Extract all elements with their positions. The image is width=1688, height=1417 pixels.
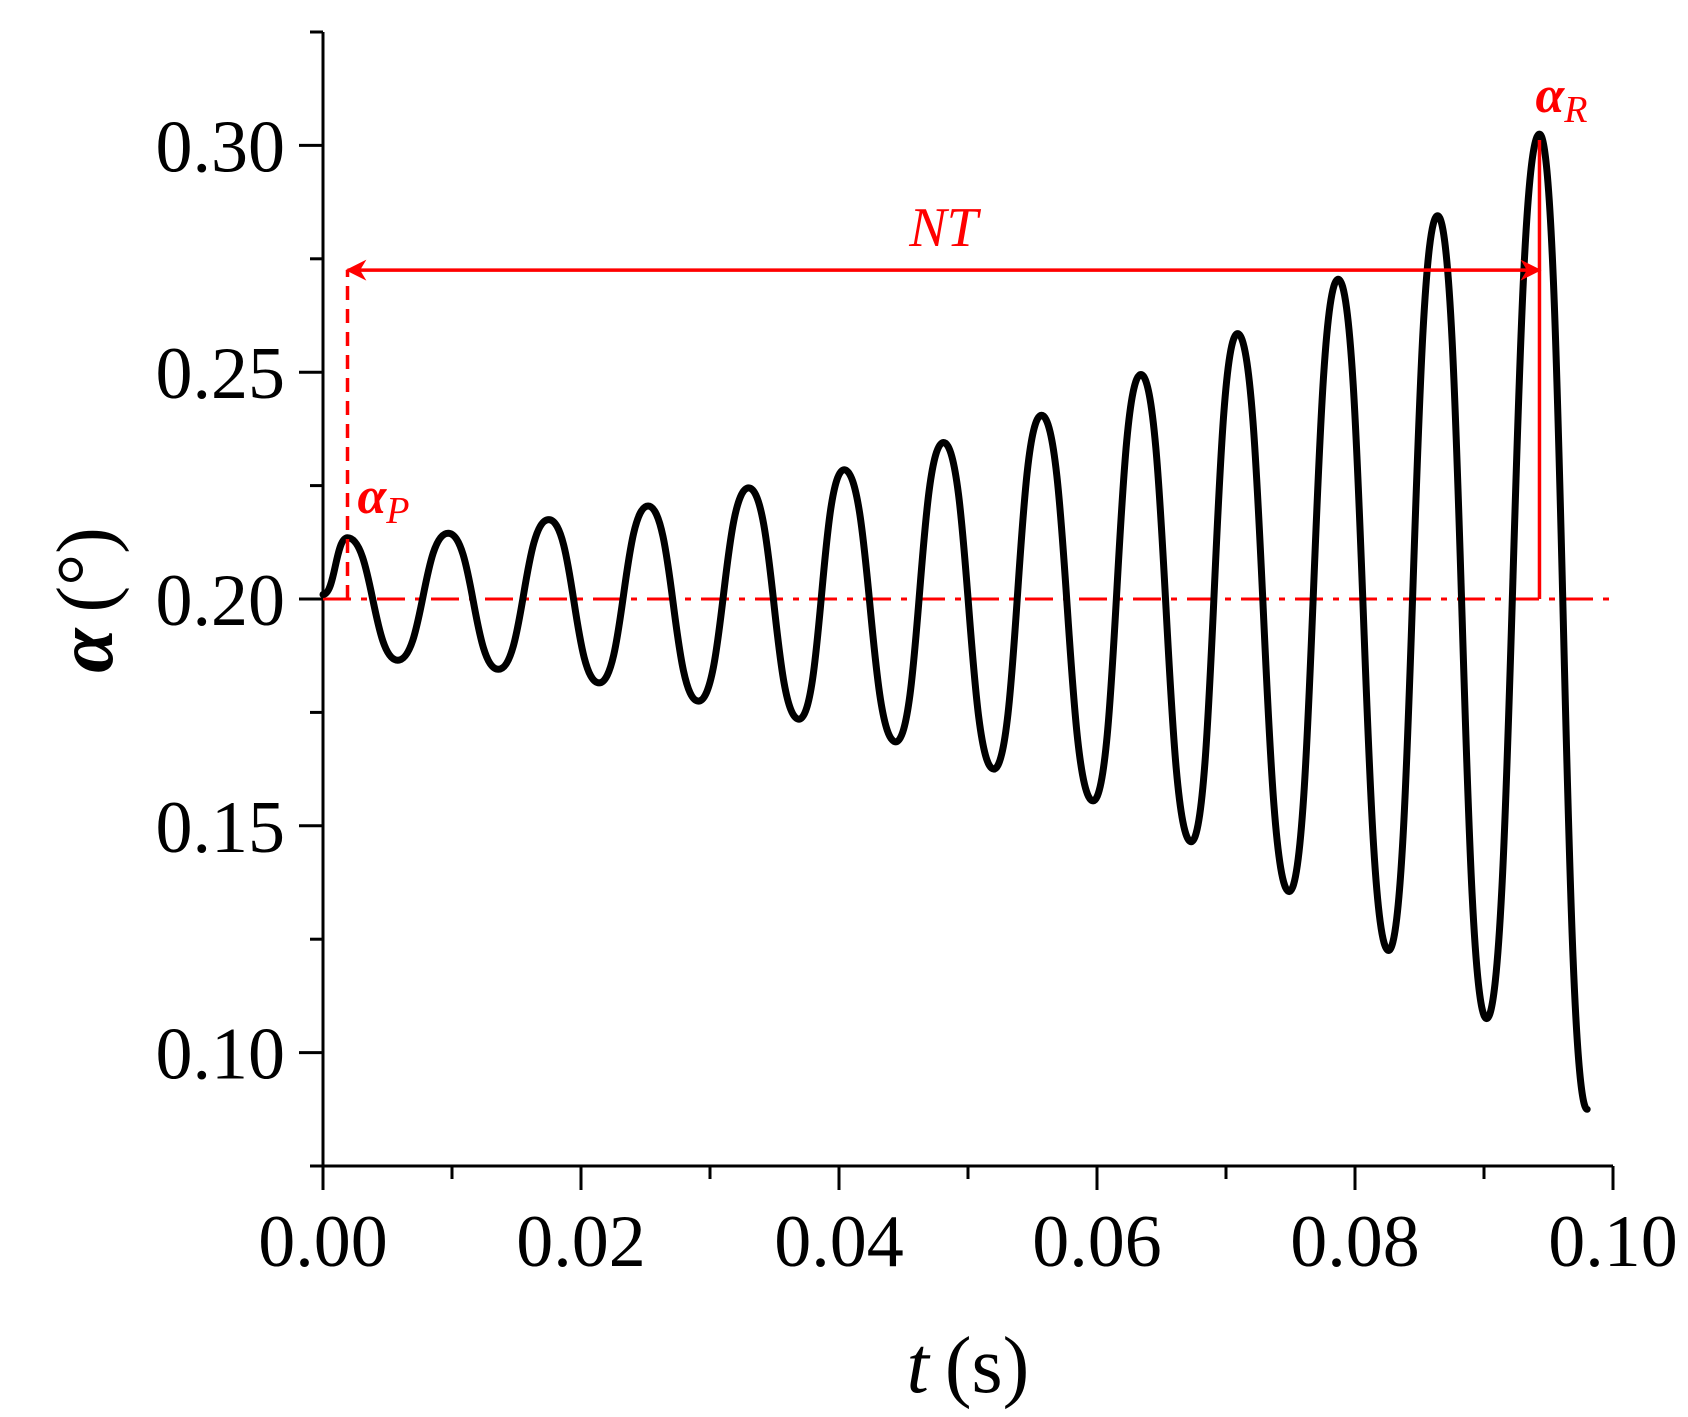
y-tick-label: 0.25 [156, 333, 286, 415]
x-axis-unit: (s) [945, 1322, 1029, 1410]
plot-area: 0.00 0.02 0.04 0.06 0.08 0.10 0.10 0.15 0.20 0.2… [156, 30, 1678, 1283]
y-axis-ticks [299, 30, 323, 1168]
y-tick-label: 0.20 [156, 560, 286, 642]
x-tick-label: 0.06 [1032, 1201, 1162, 1283]
series-line [319, 130, 1591, 1113]
alpha-p-label: αP [358, 468, 410, 532]
alpha-r-symbol: α [1535, 67, 1565, 124]
x-tick-label: 0.02 [516, 1201, 646, 1283]
x-tick-label: 0.00 [258, 1201, 388, 1283]
x-tick-label: 0.04 [774, 1201, 904, 1283]
alpha-r-subscript: R [1563, 89, 1587, 131]
x-tick-label: 0.10 [1548, 1201, 1678, 1283]
alpha-p-symbol: α [358, 468, 388, 525]
x-axis-symbol: t [907, 1322, 931, 1410]
alpha-r-label: αR [1535, 67, 1587, 131]
x-tick-labels: 0.00 0.02 0.04 0.06 0.08 0.10 [258, 1201, 1678, 1283]
y-tick-label: 0.30 [156, 106, 286, 188]
x-axis-title: t (s) [907, 1322, 1030, 1410]
y-tick-labels: 0.10 0.15 0.20 0.25 0.30 [156, 106, 286, 1095]
y-axis-title: α (°) [42, 527, 130, 673]
x-tick-label: 0.08 [1290, 1201, 1420, 1283]
y-axis-symbol: α [42, 627, 130, 673]
y-tick-label: 0.15 [156, 787, 286, 869]
nt-label: NT [908, 197, 981, 259]
alpha-p-subscript: P [385, 490, 409, 532]
y-axis-unit: (°) [42, 527, 130, 612]
y-tick-label: 0.10 [156, 1014, 286, 1096]
x-axis-ticks [321, 1166, 1615, 1190]
